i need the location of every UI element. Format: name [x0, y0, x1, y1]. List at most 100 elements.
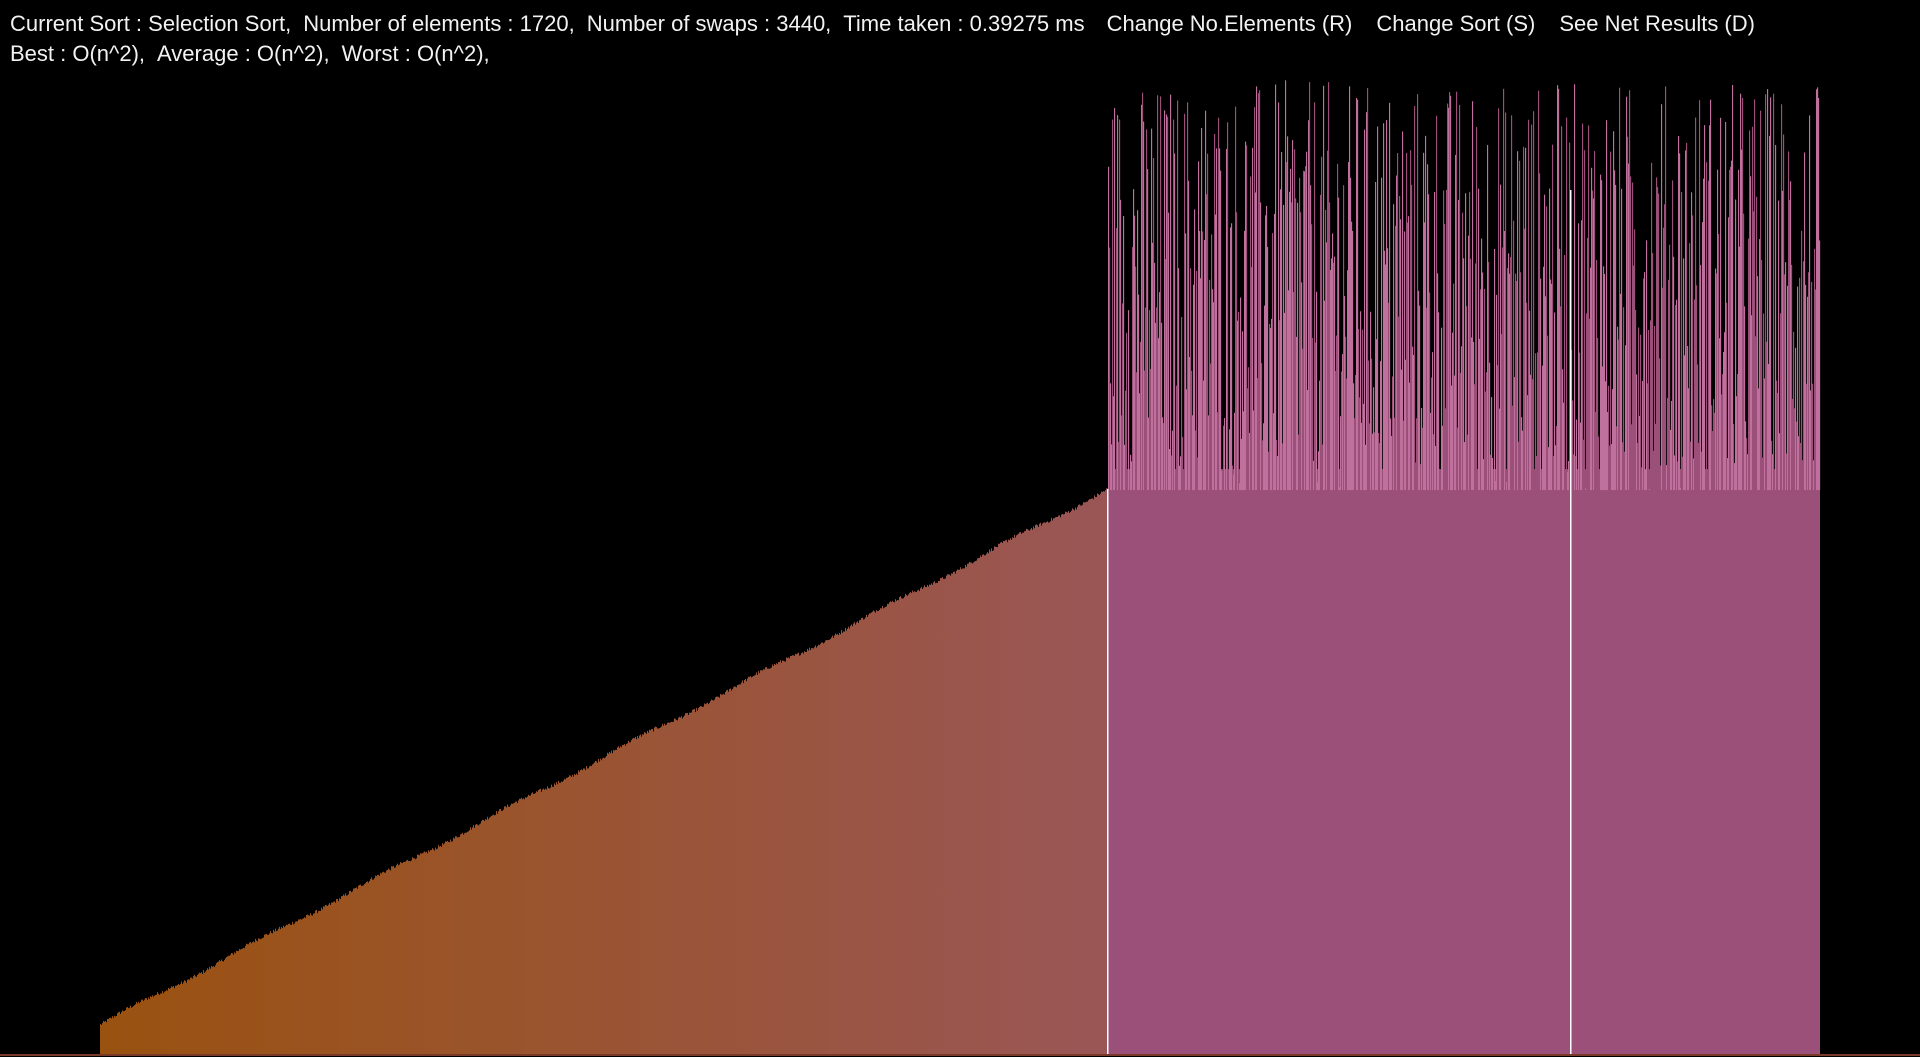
unsorted-bar — [1389, 102, 1391, 491]
unsorted-bar — [1541, 479, 1543, 491]
unsorted-bar — [1403, 420, 1405, 491]
unsorted-bar — [1276, 439, 1278, 491]
unsorted-bar — [1210, 363, 1212, 491]
unsorted-bar — [1280, 189, 1282, 491]
unsorted-bar — [1523, 146, 1525, 491]
unsorted-bar — [1515, 273, 1517, 491]
unsorted-bar — [1434, 192, 1436, 491]
unsorted-bar — [1218, 117, 1220, 491]
change-sort-action[interactable]: Change Sort (S) — [1376, 11, 1536, 36]
sort-boundary-marker — [1107, 489, 1109, 1055]
unsorted-bar — [1655, 423, 1657, 491]
unsorted-bar — [1582, 123, 1584, 491]
unsorted-bar — [1471, 337, 1473, 491]
unsorted-bar — [1500, 184, 1502, 491]
unsorted-bar — [1576, 419, 1578, 491]
unsorted-bar — [1731, 160, 1733, 491]
unsorted-bar — [1780, 313, 1782, 491]
see-results-action[interactable]: See Net Results (D) — [1559, 11, 1755, 36]
unsorted-bar — [1558, 88, 1560, 491]
unsorted-bar — [1537, 352, 1539, 491]
unsorted-bar — [1463, 258, 1465, 491]
unsorted-bar — [1299, 177, 1301, 491]
unsorted-bar — [1481, 238, 1483, 491]
unsorted-bar — [1349, 86, 1351, 491]
unsorted-bar — [1557, 85, 1559, 491]
unsorted-bar — [1682, 456, 1684, 491]
unsorted-bar — [1658, 193, 1660, 491]
unsorted-bar — [1355, 374, 1357, 491]
unsorted-bar — [1777, 392, 1779, 491]
unsorted-bar — [1473, 341, 1475, 491]
unsorted-bar — [1544, 194, 1546, 491]
unsorted-bar — [1743, 213, 1745, 491]
unsorted-bar — [1657, 187, 1659, 491]
unsorted-bar — [1353, 383, 1355, 491]
unsorted-bar — [1469, 191, 1471, 491]
unsorted-bar — [1323, 85, 1325, 491]
unsorted-bar — [1762, 457, 1764, 491]
unsorted-bar — [1228, 471, 1230, 491]
unsorted-bar — [1418, 290, 1420, 491]
unsorted-bar — [1686, 142, 1688, 491]
unsorted-bar — [1131, 461, 1133, 491]
unsorted-bar — [1719, 338, 1721, 491]
unsorted-bar — [1148, 417, 1150, 491]
unsorted-bar — [1375, 182, 1377, 491]
unsorted-bar — [1281, 151, 1283, 491]
unsorted-bar — [1440, 476, 1442, 491]
unsorted-bar — [1346, 378, 1348, 491]
unsorted-bar — [1571, 349, 1573, 491]
unsorted-bar — [1661, 104, 1663, 491]
unsorted-bar — [1495, 481, 1497, 491]
unsorted-bar — [1119, 119, 1121, 491]
unsorted-bar — [1578, 223, 1580, 491]
unsorted-bar — [1289, 191, 1291, 491]
unsorted-bar — [1310, 185, 1312, 491]
unsorted-bar — [1382, 470, 1384, 491]
unsorted-bar — [1766, 341, 1768, 491]
unsorted-bar — [1728, 217, 1730, 491]
unsorted-bar — [1575, 456, 1577, 491]
unsorted-bar — [1787, 285, 1789, 491]
unsorted-bar — [1239, 483, 1241, 491]
unsorted-bar — [1301, 282, 1303, 491]
unsorted-bar — [1546, 206, 1548, 491]
change-elements-action[interactable]: Change No.Elements (R) — [1106, 11, 1353, 36]
unsorted-bar — [1123, 215, 1125, 491]
unsorted-bar — [1739, 246, 1741, 491]
unsorted-bar — [1713, 399, 1715, 491]
unsorted-bar — [1222, 474, 1224, 491]
unsorted-bar — [1574, 84, 1576, 491]
unsorted-bar — [1143, 121, 1145, 491]
unsorted-bar — [1684, 355, 1686, 491]
unsorted-bar — [1567, 471, 1569, 491]
unsorted-bar — [1668, 279, 1670, 491]
unsorted-bar — [1470, 258, 1472, 491]
unsorted-bar — [1421, 408, 1423, 491]
unsorted-bar — [1134, 215, 1136, 491]
unsorted-bar — [1608, 385, 1610, 491]
unsorted-bar — [1443, 190, 1445, 491]
unsorted-bar — [1622, 442, 1624, 491]
unsorted-bar — [1618, 339, 1620, 491]
unsorted-bar — [1595, 411, 1597, 491]
unsorted-bar — [1457, 427, 1459, 491]
unsorted-bar — [1217, 412, 1219, 491]
unsorted-bar — [1714, 412, 1716, 491]
unsorted-bar — [1230, 227, 1232, 491]
unsorted-bar — [1236, 212, 1238, 491]
unsorted-bar — [1724, 332, 1726, 491]
unsorted-bar — [1356, 97, 1358, 491]
unsorted-bar — [1612, 389, 1614, 491]
unsorted-bar — [1742, 97, 1744, 491]
unsorted-bar — [1122, 303, 1124, 491]
unsorted-bar — [1520, 272, 1522, 491]
unsorted-bar — [1329, 202, 1331, 491]
unsorted-bar — [1242, 331, 1244, 491]
unsorted-bar — [1636, 374, 1638, 491]
unsorted-bar — [1768, 363, 1770, 491]
unsorted-bar — [1717, 169, 1719, 491]
unsorted-bar — [1223, 425, 1225, 491]
